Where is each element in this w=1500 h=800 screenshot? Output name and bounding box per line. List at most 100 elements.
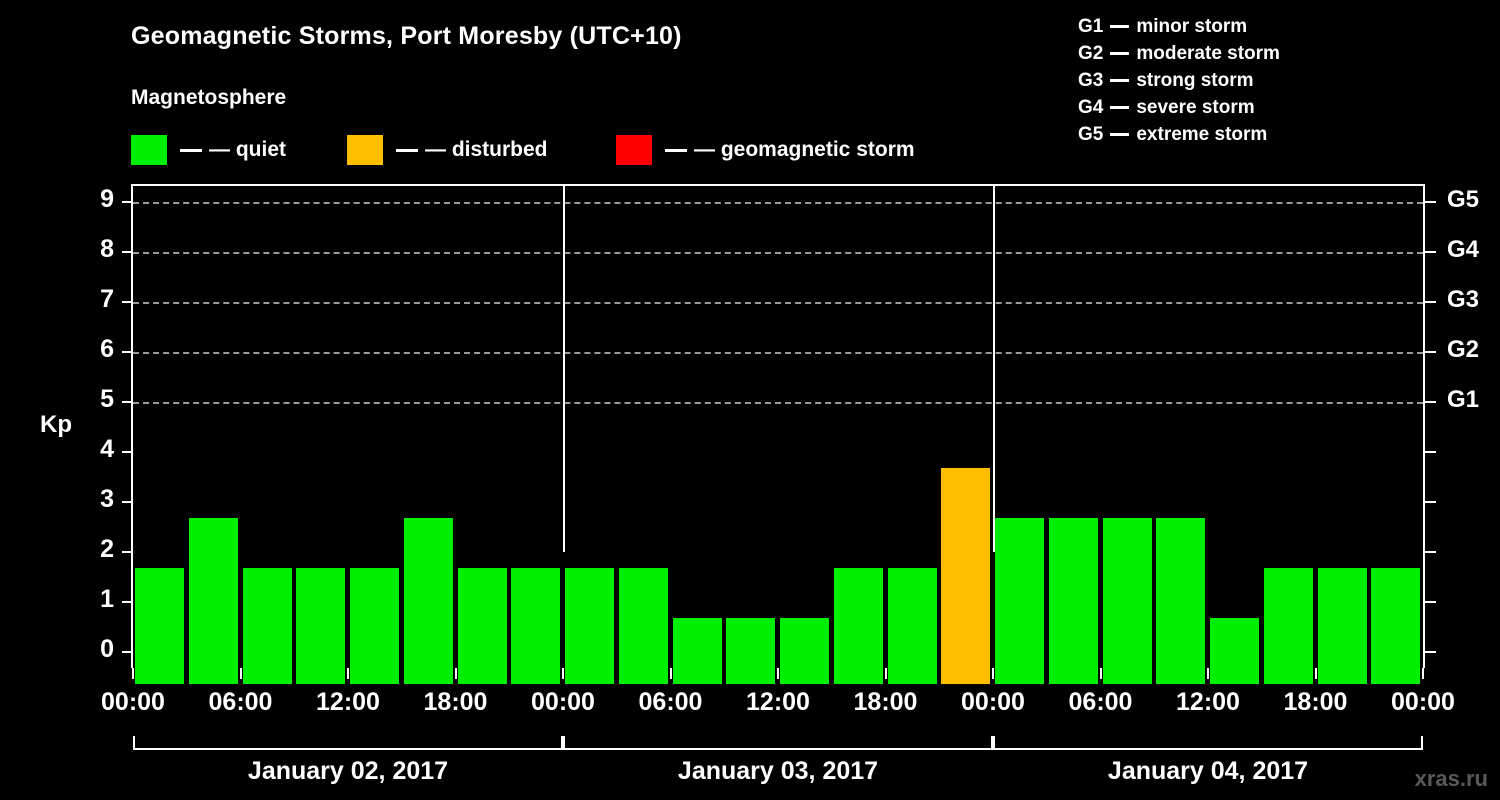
x-axis-tick [562, 668, 564, 679]
x-axis-tick [1099, 668, 1102, 679]
g-legend-description: minor storm [1136, 15, 1248, 37]
x-axis-tick [347, 668, 349, 679]
legend-label: — quiet [209, 138, 286, 161]
g-legend-dash-icon [1110, 25, 1130, 28]
y-axis-tick-label: 6 [100, 335, 114, 363]
bar[interactable] [780, 618, 829, 684]
state-legend: — quiet — disturbed — geomagnetic storm [131, 133, 1031, 167]
bar[interactable] [1264, 568, 1313, 684]
bar[interactable] [458, 568, 507, 684]
bar[interactable] [1103, 518, 1152, 684]
g-legend-code: G5 [1078, 123, 1104, 145]
legend-swatch-geomagnetic-storm-icon [616, 135, 652, 165]
bar[interactable] [296, 568, 345, 684]
plot-frame [131, 184, 1425, 668]
right-axis-tick [1425, 351, 1436, 353]
y-axis-tick [122, 301, 133, 303]
bar[interactable] [673, 618, 722, 684]
x-axis-tick-label: 06:00 [1068, 688, 1133, 716]
x-axis-tick-label: 06:00 [208, 688, 273, 716]
legend-dash-icon [396, 148, 418, 152]
bar[interactable] [1156, 518, 1205, 684]
g-legend-description: severe storm [1136, 96, 1255, 118]
x-axis-tick-label: 12:00 [316, 688, 380, 716]
x-axis-tick-label: 06:00 [638, 688, 703, 716]
g-legend-dash-icon [1110, 52, 1130, 55]
g-legend-dash-icon [1110, 106, 1130, 109]
bar[interactable] [619, 568, 668, 684]
bar[interactable] [941, 468, 990, 684]
bar[interactable] [565, 568, 614, 684]
bar[interactable] [350, 568, 399, 684]
x-axis-tick-label: 18:00 [1283, 688, 1348, 716]
x-axis-tick [992, 668, 994, 679]
x-axis-tick-label: 00:00 [101, 688, 165, 716]
date-band [563, 736, 993, 750]
y-axis-tick [122, 501, 133, 503]
g-legend-description: strong storm [1136, 69, 1254, 91]
date-band [133, 736, 563, 750]
right-axis-tick [1425, 651, 1436, 653]
bar[interactable] [243, 568, 292, 684]
bar[interactable] [135, 568, 184, 684]
y-axis-tick-label: 9 [100, 185, 114, 213]
gridline-kp-6 [133, 352, 1423, 354]
date-band [993, 736, 1423, 750]
x-axis-tick [777, 668, 779, 679]
x-axis-tick-label: 18:00 [423, 688, 488, 716]
right-axis-tick [1425, 401, 1436, 403]
x-axis-tick [239, 668, 242, 679]
bar[interactable] [834, 568, 883, 684]
bar[interactable] [1371, 568, 1420, 684]
g-legend-row-g1: G1 minor storm [1078, 13, 1280, 40]
g-legend-code: G3 [1078, 69, 1104, 91]
date-label: January 04, 2017 [1107, 757, 1309, 785]
right-axis-label-g3: G3 [1447, 286, 1480, 313]
x-axis-tick-label: 00:00 [1391, 688, 1455, 716]
x-axis-tick [1422, 668, 1424, 679]
y-axis-tick [122, 651, 133, 653]
legend-dash-icon [180, 148, 202, 152]
x-axis-tick [1207, 668, 1209, 679]
bar[interactable] [511, 568, 560, 684]
bar[interactable] [995, 518, 1044, 684]
g-legend-row-g5: G5 extreme storm [1078, 121, 1280, 148]
right-axis-label-g2: G2 [1447, 336, 1480, 363]
y-axis-title: Kp [40, 411, 72, 438]
day-divider [563, 186, 565, 552]
y-axis-tick [122, 251, 133, 253]
legend-entry-disturbed: — disturbed [347, 133, 548, 167]
g-legend-code: G2 [1078, 42, 1104, 64]
bar[interactable] [1318, 568, 1367, 684]
bar[interactable] [726, 618, 775, 684]
y-axis-tick-label: 2 [100, 535, 114, 563]
y-axis-tick [122, 551, 133, 553]
right-axis-tick [1425, 501, 1436, 503]
right-axis-tick [1425, 301, 1436, 303]
bar[interactable] [1210, 618, 1259, 684]
y-axis-tick-label: 0 [100, 635, 114, 663]
bar[interactable] [189, 518, 238, 684]
y-axis-tick-label: 1 [100, 585, 114, 613]
gridline-kp-7 [133, 302, 1423, 304]
day-divider [993, 186, 995, 552]
g-legend-row-g4: G4 severe storm [1078, 94, 1280, 121]
x-axis-tick-label: 00:00 [531, 688, 595, 716]
x-axis-tick-label: 18:00 [853, 688, 918, 716]
bar[interactable] [404, 518, 453, 684]
y-axis-tick-label: 8 [100, 235, 114, 263]
right-axis-tick [1425, 201, 1436, 203]
bar[interactable] [888, 568, 937, 684]
legend-swatch-disturbed-icon [347, 135, 383, 165]
plot-area [133, 186, 1423, 684]
gridline-kp-8 [133, 252, 1423, 254]
bar[interactable] [1049, 518, 1098, 684]
legend-label: — geomagnetic storm [694, 138, 915, 161]
legend-entry-quiet: — quiet [131, 133, 286, 167]
g-legend-dash-icon [1110, 133, 1130, 136]
right-axis-tick [1425, 251, 1436, 253]
right-axis-label-g5: G5 [1447, 186, 1480, 213]
subsystem-label: Magnetosphere [131, 86, 287, 109]
x-axis-tick [454, 668, 457, 679]
